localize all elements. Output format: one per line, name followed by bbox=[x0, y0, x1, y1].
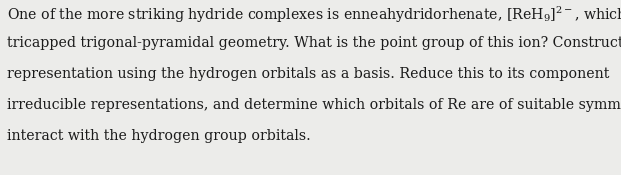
Text: One of the more striking hydride complexes is enneahydridorhenate, [ReH$_9$]$^{2: One of the more striking hydride complex… bbox=[7, 5, 621, 25]
Text: tricapped trigonal-pyramidal geometry. What is the point group of this ion? Cons: tricapped trigonal-pyramidal geometry. W… bbox=[7, 36, 621, 50]
Text: representation using the hydrogen orbitals as a basis. Reduce this to its compon: representation using the hydrogen orbita… bbox=[7, 67, 609, 81]
Text: irreducible representations, and determine which orbitals of Re are of suitable : irreducible representations, and determi… bbox=[7, 98, 621, 112]
Text: interact with the hydrogen group orbitals.: interact with the hydrogen group orbital… bbox=[7, 129, 310, 143]
